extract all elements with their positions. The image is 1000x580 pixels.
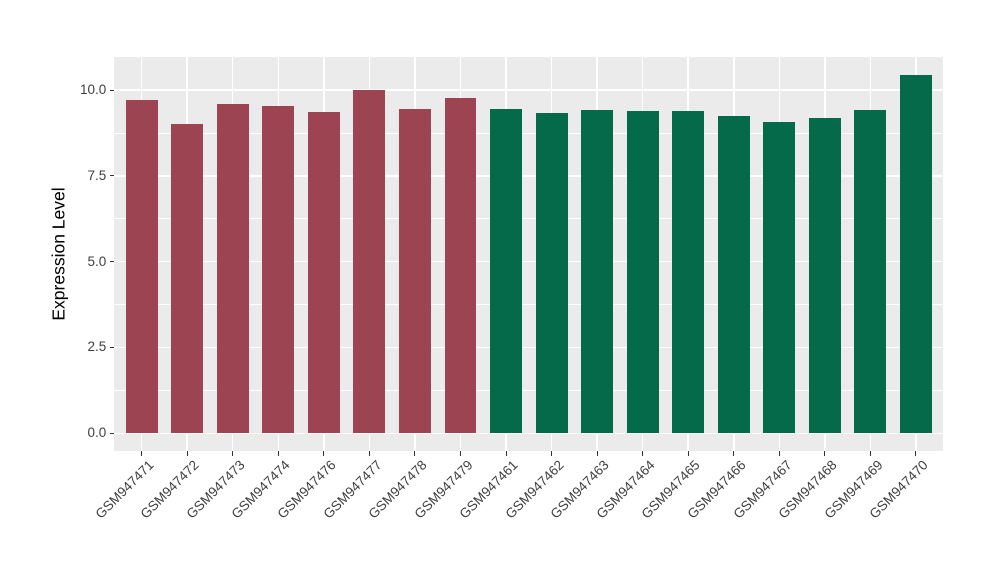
x-tick-mark [596,451,598,456]
x-tick-mark [186,451,188,456]
x-tick-mark [733,451,735,456]
bar-GSM947473 [216,103,249,434]
bar-GSM947474 [262,106,295,434]
bar-GSM947470 [900,74,932,434]
bar-GSM947464 [626,110,659,434]
y-gridline-minor [114,218,944,220]
x-tick-mark [869,451,871,456]
bar-GSM947472 [171,124,204,434]
x-tick-mark [687,451,689,456]
y-tick-label: 7.5 [87,167,107,183]
x-tick-mark [915,451,917,456]
bar-GSM947467 [763,122,796,434]
x-tick-mark [505,451,507,456]
y-gridline-minor [114,304,944,305]
bar-GSM947479 [444,97,477,434]
bar-GSM947478 [398,109,431,434]
y-tick-mark [109,175,115,177]
y-tick-label: 5.0 [87,253,107,269]
y-tick-mark [109,261,115,263]
bar-GSM947476 [307,111,340,434]
y-gridline-major [114,432,944,435]
y-tick-label: 0.0 [87,425,107,441]
y-gridline-minor [114,132,944,134]
bar-GSM947465 [672,111,705,434]
y-gridline-major [114,346,944,349]
x-tick-mark [232,451,234,456]
x-tick-mark [824,451,826,456]
y-axis-title: Expression Level [48,187,69,321]
x-tick-mark [459,451,461,456]
y-gridline-major [114,89,944,91]
y-tick-label: 10.0 [80,81,107,97]
bar-GSM947463 [581,109,614,434]
y-tick-label: 2.5 [87,339,107,355]
y-tick-mark [109,432,115,434]
plot-panel [114,56,944,452]
bar-GSM947469 [854,109,887,434]
x-tick-mark [323,451,325,456]
bar-GSM947461 [490,108,522,434]
y-tick-mark [109,346,115,348]
bar-GSM947477 [353,90,386,434]
x-tick-mark [368,451,370,456]
y-tick-mark [109,89,115,91]
y-gridline-major [114,175,944,177]
x-tick-mark [277,451,279,456]
x-tick-mark [642,451,644,456]
y-gridline-minor [114,389,944,391]
bar-GSM947466 [717,115,750,434]
x-tick-mark [551,451,553,456]
bar-GSM947468 [808,118,841,434]
bar-GSM947471 [125,100,158,434]
x-tick-mark [778,451,780,456]
x-tick-mark [141,451,143,456]
bar-GSM947462 [535,112,568,434]
y-gridline-major [114,260,944,263]
x-tick-mark [414,451,416,456]
